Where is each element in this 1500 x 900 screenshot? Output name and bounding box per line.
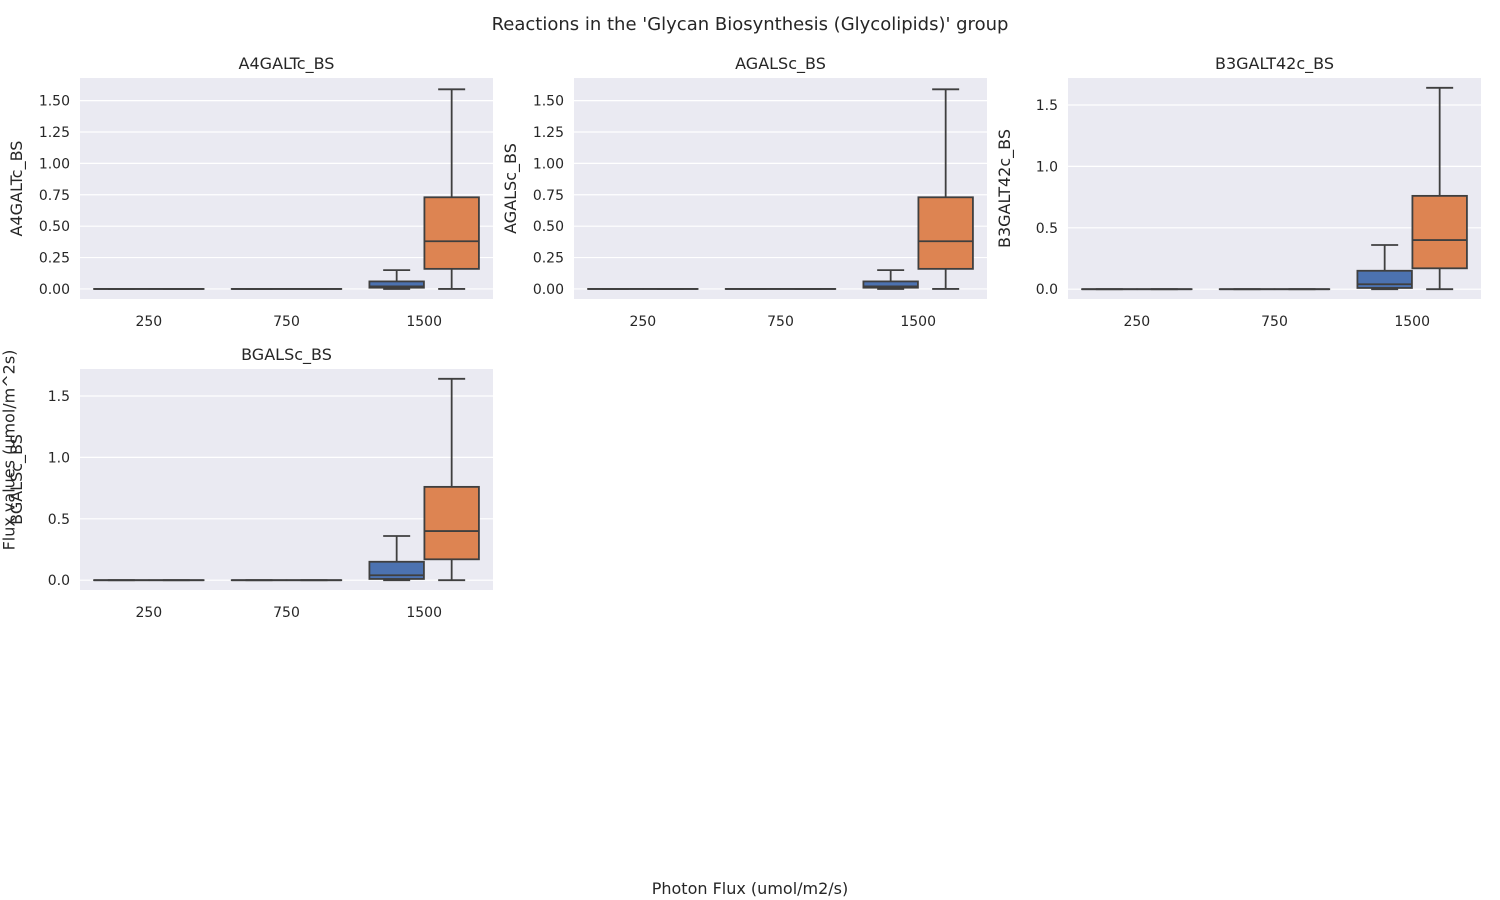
subplot-4: 0.0 0.5 1.0 1.5 250 750 1500 BGALSc_BS BGALSc_BS (7, 345, 493, 621)
y-tick-label: 0.0 (1036, 282, 1058, 298)
y-tick-label: 1.50 (533, 94, 564, 110)
x-tick-label: 250 (135, 314, 162, 330)
x-tick-label: 750 (273, 605, 300, 621)
y-tick-label: 0.5 (48, 512, 70, 528)
box-iqr (1411, 194, 1468, 270)
subplot-title: B3GALT42c_BS (1215, 54, 1334, 74)
x-tick-label: 250 (629, 314, 656, 330)
box-iqr (862, 280, 919, 289)
y-tick-label: 0.00 (39, 282, 70, 298)
box-iqr (423, 196, 480, 270)
box-s1-1500 (862, 269, 919, 290)
y-tick-label: 0.25 (533, 251, 564, 267)
subplot-3: 0.0 0.5 1.0 1.5 250 750 1500 B3GALT42c_BS B3GALT… (995, 54, 1481, 330)
subplot-2: 0.00 0.25 0.50 0.75 1.00 1.25 1.50 250 750 1500 AG… (501, 54, 987, 330)
y-axis-label: B3GALT42c_BS (995, 129, 1015, 248)
box-iqr (423, 485, 480, 561)
y-tick-label: 1.00 (533, 156, 564, 172)
y-tick-label: 0.75 (533, 188, 564, 204)
subplot-title: BGALSc_BS (241, 345, 332, 365)
y-tick-label: 1.5 (1036, 98, 1058, 114)
subplot-1: 0.00 0.25 0.50 0.75 1.00 1.25 1.50 250 750 1500 A4… (7, 54, 493, 330)
box-s2-1500 (1411, 86, 1468, 291)
box-iqr (368, 280, 425, 289)
y-axis-label: A4GALTc_BS (7, 141, 27, 237)
box-iqr (1356, 269, 1413, 289)
y-tick-label: 1.0 (48, 450, 70, 466)
x-tick-label: 1500 (406, 605, 442, 621)
x-tick-label: 750 (767, 314, 794, 330)
box-s2-1500 (917, 88, 974, 290)
y-tick-label: 0.75 (39, 188, 70, 204)
box-s2-1500 (423, 377, 480, 582)
x-tick-label: 250 (135, 605, 162, 621)
box-iqr (368, 560, 425, 580)
box-s1-1500 (368, 535, 425, 582)
x-tick-label: 1500 (1394, 314, 1430, 330)
y-tick-label: 0.25 (39, 251, 70, 267)
y-tick-label: 0.50 (533, 219, 564, 235)
box-s1-1500 (368, 269, 425, 290)
y-axis-label: AGALSc_BS (501, 143, 521, 234)
box-s1-1500 (1356, 244, 1413, 291)
box-iqr (917, 196, 974, 270)
x-tick-label: 1500 (900, 314, 936, 330)
y-tick-label: 0.0 (48, 573, 70, 589)
figure-x-axis-label: Photon Flux (umol/m2/s) (651, 879, 849, 898)
box-s2-1500 (423, 88, 480, 290)
y-tick-label: 0.00 (533, 282, 564, 298)
subplot-title: AGALSc_BS (735, 54, 826, 74)
y-tick-label: 1.25 (533, 125, 564, 141)
x-tick-label: 1500 (406, 314, 442, 330)
y-axis-label: BGALSc_BS (7, 434, 27, 525)
y-tick-label: 1.50 (39, 94, 70, 110)
y-tick-label: 1.00 (39, 156, 70, 172)
x-tick-label: 750 (1261, 314, 1288, 330)
subplot-title: A4GALTc_BS (239, 54, 335, 74)
x-tick-label: 750 (273, 314, 300, 330)
y-tick-label: 1.0 (1036, 159, 1058, 175)
y-tick-label: 1.5 (48, 389, 70, 405)
y-tick-label: 1.25 (39, 125, 70, 141)
y-tick-label: 0.50 (39, 219, 70, 235)
figure-title: Reactions in the 'Glycan Biosynthesis (G… (491, 14, 1009, 35)
y-tick-label: 0.5 (1036, 221, 1058, 237)
x-tick-label: 250 (1123, 314, 1150, 330)
